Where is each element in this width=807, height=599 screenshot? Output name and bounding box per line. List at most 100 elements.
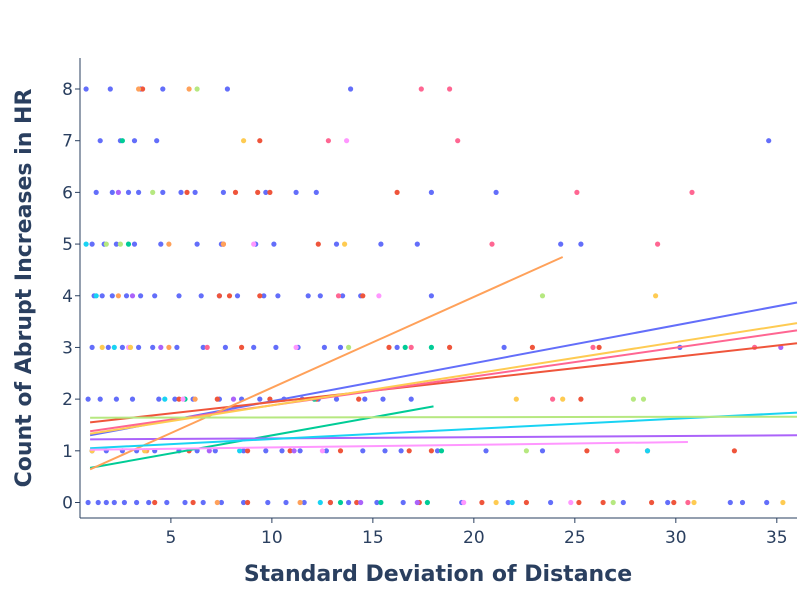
series-blue-point <box>152 293 158 299</box>
series-lime-trendline <box>90 415 798 419</box>
series-red-point <box>245 448 251 454</box>
series-yellow-point <box>691 499 697 506</box>
series-blue-point <box>665 499 671 506</box>
series-orange-trendline <box>89 256 564 471</box>
series-red-point <box>529 344 536 350</box>
series-blue-point <box>113 396 119 402</box>
series-blue-point <box>134 499 140 506</box>
series-blue-point <box>297 448 303 454</box>
series-blue-point <box>89 344 95 350</box>
series-blue-point <box>382 448 388 454</box>
series-cyan-point <box>93 293 99 299</box>
series-lime-point <box>630 396 637 402</box>
series-pink-point <box>550 396 556 402</box>
series-blue-point <box>362 396 368 402</box>
series-yellow-point <box>241 138 247 144</box>
series-blue-point <box>333 241 340 247</box>
series-yellow-point <box>653 293 659 299</box>
x-axis-ticks: 5 10 15 20 25 30 35 <box>165 518 788 548</box>
series-red-point <box>152 499 158 506</box>
series-blue-point <box>251 344 257 350</box>
series-blue-point <box>164 499 170 506</box>
series-blue-point <box>176 293 182 299</box>
series-red-point <box>327 499 333 506</box>
series-blue-point <box>224 86 230 92</box>
series-purple-trendline <box>90 434 798 441</box>
series-cyan-point <box>237 448 243 454</box>
x-tick-label: 15 <box>362 528 384 548</box>
series-green-point <box>337 499 344 506</box>
series-red-point <box>584 448 590 454</box>
x-tick-label: 30 <box>665 528 687 548</box>
series-red-point <box>257 138 263 144</box>
series-orange-point <box>115 293 121 299</box>
series-blue-point <box>95 499 101 506</box>
series-red-point <box>576 499 582 506</box>
series-red-point <box>354 499 360 506</box>
series-blue-point <box>764 499 770 506</box>
series-magenta-trendline <box>90 441 688 451</box>
series-blue-point <box>160 189 166 195</box>
y-tick-label: 7 <box>62 132 73 152</box>
series-purple-point <box>291 448 297 454</box>
series-red-point <box>140 86 146 92</box>
series-blue-point <box>131 138 138 144</box>
x-tick-label: 25 <box>564 528 586 548</box>
series-blue-point <box>305 293 311 299</box>
series-yellow-point <box>560 396 566 402</box>
series-blue-point <box>182 499 188 506</box>
series-orange-point <box>166 241 172 247</box>
series-blue-point <box>150 344 156 350</box>
series-blue-point <box>727 499 733 506</box>
series-blue-point <box>89 241 95 247</box>
series-lime-point <box>523 448 530 454</box>
series-blue-point <box>374 499 380 506</box>
series-blue-point <box>317 293 323 299</box>
series-blue-point <box>154 138 160 144</box>
y-tick-label: 3 <box>62 338 73 358</box>
series-lime-point <box>103 241 109 247</box>
series-red-point <box>600 499 606 506</box>
series-green-point <box>424 499 430 506</box>
series-blue-point <box>337 344 344 350</box>
series-blue-point <box>271 241 277 247</box>
series-blue-point <box>212 448 218 454</box>
series-blue-point <box>131 241 138 247</box>
series-blue-point <box>321 344 327 350</box>
series-red-point <box>360 293 366 299</box>
series-purple-point <box>129 293 136 299</box>
series-yellow-point <box>513 396 519 402</box>
series-red-point <box>214 396 220 402</box>
series-cyan-point <box>317 499 323 506</box>
series-yellow-point <box>342 241 348 247</box>
series-yellow-trendline <box>89 322 798 435</box>
series-blue-point <box>138 293 144 299</box>
series-lime-point <box>117 241 123 247</box>
series-red-point <box>356 396 362 402</box>
series-blue-point <box>398 448 404 454</box>
y-tick-label: 8 <box>62 80 73 100</box>
y-axis-ticks: 0 1 2 3 4 5 6 7 8 <box>62 80 80 513</box>
series-blue-point <box>111 499 117 506</box>
series-orange-point <box>297 499 303 506</box>
series-red-point <box>428 448 434 454</box>
series-blue-point <box>333 396 340 402</box>
series-blue-point <box>346 499 352 506</box>
series-blue-point <box>261 293 267 299</box>
series-blue-point <box>360 448 366 454</box>
series-blue-point <box>109 293 115 299</box>
series-purple-point <box>158 344 164 350</box>
series-magenta-point <box>293 344 299 350</box>
series-blue-point <box>123 293 130 299</box>
series-lime-point <box>610 499 616 506</box>
x-tick-label: 20 <box>463 528 485 548</box>
series-blue-point <box>194 241 200 247</box>
series-green-point <box>428 344 434 350</box>
series-red-point <box>315 241 321 247</box>
series-orange-point <box>136 86 142 92</box>
series-blue-point <box>380 396 386 402</box>
series-blue-point <box>434 448 441 454</box>
series-blue-point <box>739 499 746 506</box>
series-blue-point <box>548 499 554 506</box>
series-blue-point <box>378 241 384 247</box>
